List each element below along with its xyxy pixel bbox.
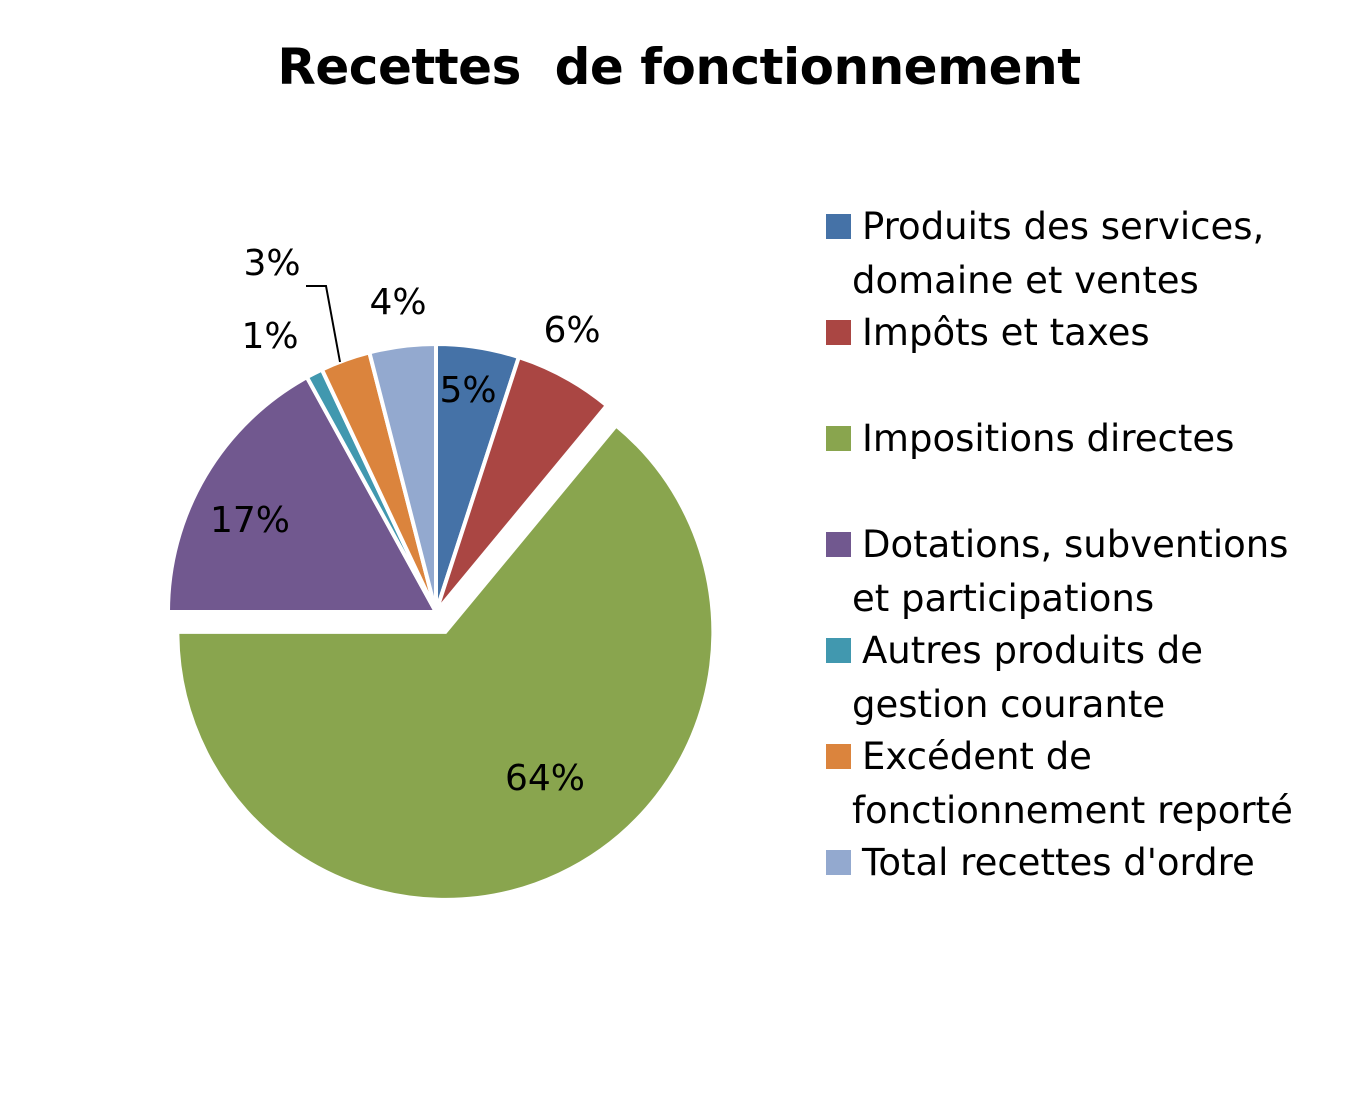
legend-item-impositions-directes: Impositions directes [820,412,1340,466]
data-label-produits-des-services-domaine-et-ventes: 5% [439,370,496,411]
legend-label: Impôts et taxes [862,311,1150,354]
legend-item-dotations-subventions-et-participations: Dotations, subventions et participations [820,518,1340,626]
legend-item-produits-des-services-domaine-et-ventes: Produits des services, domaine et ventes [820,200,1340,308]
legend-label: Impositions directes [862,417,1235,460]
legend-label: Excédent de fonctionnement reporté [852,735,1293,832]
legend-label: Dotations, subventions et participations [852,523,1289,620]
legend-label: Total recettes d'ordre [862,841,1255,884]
legend-swatch [826,850,851,875]
pie-slice-total-recettes-d-ordre [366,341,438,613]
legend-swatch [826,638,851,663]
data-label-impositions-directes: 64% [505,758,585,799]
pie-slice-impots-et-taxes [434,354,610,614]
pie-slice-impositions-directes [175,422,716,902]
legend-swatch [826,744,851,769]
legend-item-autres-produits-de-gestion-courante: Autres produits de gestion courante [820,624,1340,732]
legend-item-impots-et-taxes: Impôts et taxes [820,306,1340,360]
data-label-impots-et-taxes: 6% [543,310,600,351]
data-label-autres-produits-de-gestion-courante: 1% [241,316,298,357]
pie-slice-dotations-subventions-et-participations [165,374,440,614]
data-label-total-recettes-d-ordre: 4% [369,282,426,323]
legend-label: Autres produits de gestion courante [852,629,1204,726]
chart-title: Recettes de fonctionnement [277,38,1081,96]
legend-label: Produits des services, domaine et ventes [852,205,1265,302]
legend-item-total-recettes-d-ordre: Total recettes d'ordre [820,836,1340,890]
legend-swatch [826,214,851,239]
data-label-dotations-subventions-et-participations: 17% [210,500,290,541]
legend-swatch [826,532,851,557]
leader-line-3pct [306,285,341,363]
data-label-excedent-de-fonctionnement-reporte: 3% [243,243,300,284]
legend-swatch [826,320,851,345]
legend-item-excedent-de-fonctionnement-reporte: Excédent de fonctionnement reporté [820,730,1340,838]
legend-swatch [826,426,851,451]
